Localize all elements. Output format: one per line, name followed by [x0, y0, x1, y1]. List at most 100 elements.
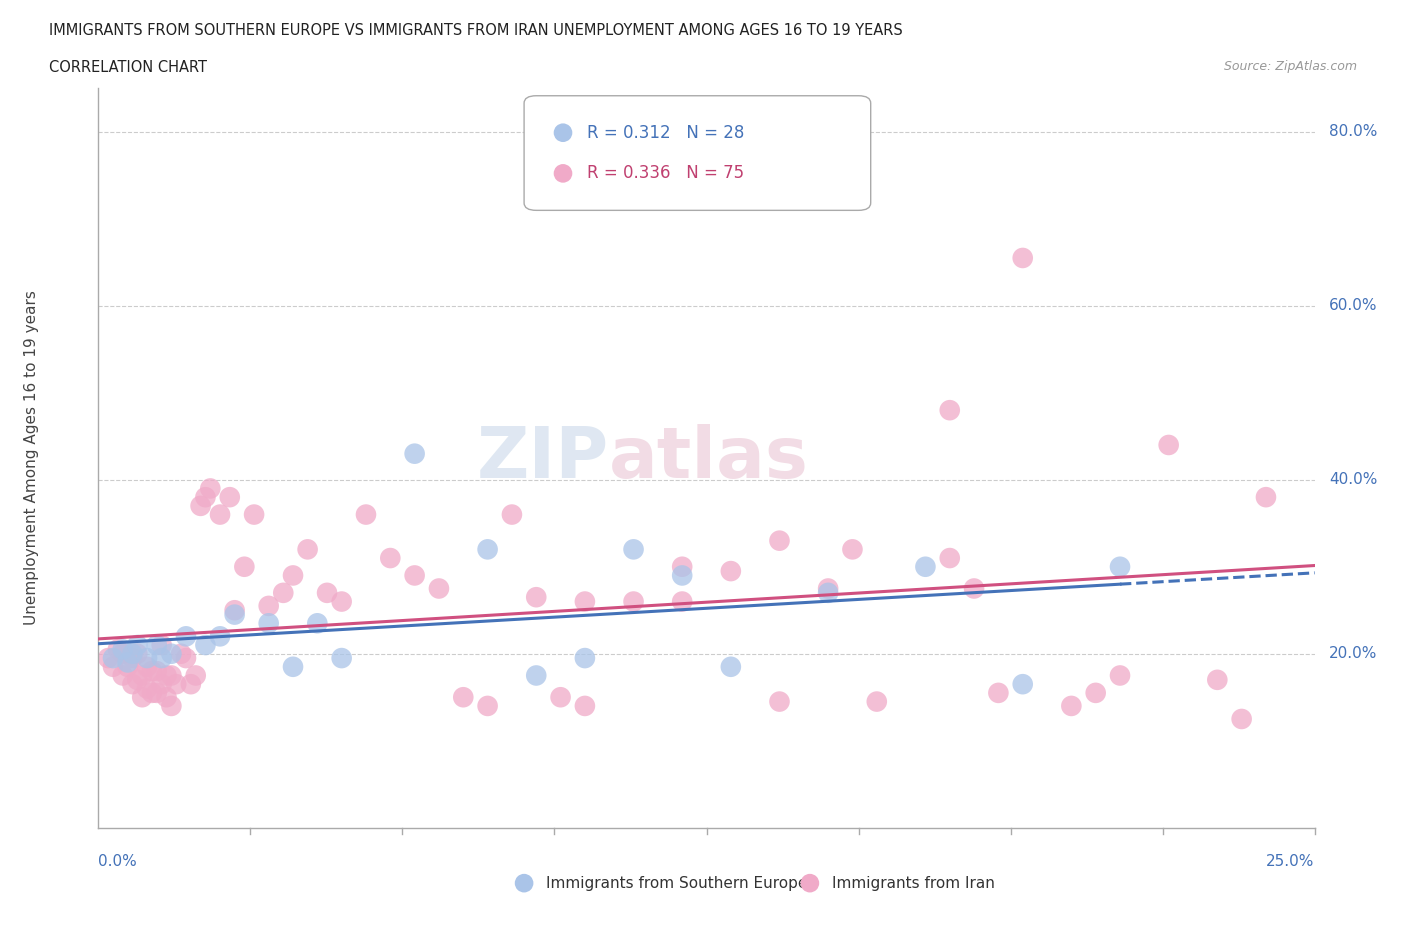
- Point: [165, 677, 187, 692]
- Point: [111, 646, 134, 661]
- Point: [111, 668, 134, 683]
- Point: [243, 507, 266, 522]
- Point: [477, 698, 499, 713]
- Text: Immigrants from Iran: Immigrants from Iran: [832, 876, 994, 891]
- Point: [174, 629, 197, 644]
- Point: [914, 559, 936, 574]
- Point: [150, 638, 173, 653]
- Point: [404, 446, 426, 461]
- Point: [281, 659, 304, 674]
- Text: 40.0%: 40.0%: [1329, 472, 1378, 487]
- Point: [271, 585, 294, 600]
- Point: [150, 651, 173, 666]
- Point: [127, 638, 149, 653]
- Point: [1254, 490, 1277, 505]
- Point: [574, 594, 596, 609]
- Point: [1230, 711, 1253, 726]
- Point: [209, 629, 232, 644]
- Point: [146, 664, 169, 679]
- Point: [218, 490, 240, 505]
- Point: [160, 698, 183, 713]
- Point: [257, 616, 280, 631]
- Point: [1109, 559, 1132, 574]
- Point: [174, 651, 197, 666]
- Point: [131, 690, 153, 705]
- Point: [671, 559, 693, 574]
- Point: [963, 581, 986, 596]
- Point: [574, 698, 596, 713]
- Point: [623, 594, 645, 609]
- Point: [1060, 698, 1083, 713]
- Point: [136, 681, 159, 696]
- Point: [121, 651, 143, 666]
- Point: [1157, 437, 1180, 452]
- Point: [841, 542, 863, 557]
- Point: [127, 672, 149, 687]
- Point: [146, 638, 169, 653]
- Point: [281, 568, 304, 583]
- Point: [101, 651, 124, 666]
- Point: [768, 533, 790, 548]
- Point: [574, 651, 596, 666]
- Point: [524, 590, 547, 604]
- Point: [720, 564, 742, 578]
- Point: [190, 498, 212, 513]
- Text: 60.0%: 60.0%: [1329, 299, 1378, 313]
- Point: [136, 651, 159, 666]
- Point: [184, 668, 207, 683]
- Text: 80.0%: 80.0%: [1329, 125, 1378, 140]
- Point: [117, 655, 139, 670]
- Point: [121, 646, 143, 661]
- Point: [307, 616, 329, 631]
- Point: [939, 403, 962, 418]
- Text: ZIP: ZIP: [477, 423, 609, 493]
- Point: [180, 677, 202, 692]
- Point: [194, 638, 217, 653]
- Point: [380, 551, 402, 565]
- Point: [136, 659, 159, 674]
- Point: [720, 659, 742, 674]
- Point: [160, 668, 183, 683]
- Point: [194, 490, 217, 505]
- Point: [224, 607, 246, 622]
- Point: [623, 542, 645, 557]
- Point: [316, 585, 339, 600]
- Point: [224, 603, 246, 618]
- Point: [1084, 685, 1107, 700]
- Point: [330, 594, 353, 609]
- Point: [141, 664, 163, 679]
- Point: [501, 507, 523, 522]
- Point: [155, 668, 177, 683]
- Point: [1011, 250, 1033, 265]
- Text: R = 0.312   N = 28: R = 0.312 N = 28: [588, 124, 745, 141]
- Point: [354, 507, 377, 522]
- Point: [160, 646, 183, 661]
- Point: [111, 642, 134, 657]
- Point: [1011, 677, 1033, 692]
- Point: [671, 594, 693, 609]
- Text: CORRELATION CHART: CORRELATION CHART: [49, 60, 207, 75]
- Point: [987, 685, 1010, 700]
- FancyBboxPatch shape: [524, 96, 870, 210]
- Point: [97, 651, 120, 666]
- Point: [817, 585, 839, 600]
- Point: [453, 690, 475, 705]
- Point: [1206, 672, 1229, 687]
- Point: [101, 659, 124, 674]
- Point: [866, 694, 889, 709]
- Point: [257, 599, 280, 614]
- Point: [939, 551, 962, 565]
- Point: [477, 542, 499, 557]
- Text: Unemployment Among Ages 16 to 19 years: Unemployment Among Ages 16 to 19 years: [24, 290, 39, 626]
- Point: [107, 642, 129, 657]
- Point: [131, 668, 153, 683]
- Point: [330, 651, 353, 666]
- Point: [671, 568, 693, 583]
- Point: [1109, 668, 1132, 683]
- Text: Source: ZipAtlas.com: Source: ZipAtlas.com: [1223, 60, 1357, 73]
- Point: [155, 690, 177, 705]
- Point: [768, 694, 790, 709]
- Point: [150, 677, 173, 692]
- Point: [233, 559, 256, 574]
- Text: Immigrants from Southern Europe: Immigrants from Southern Europe: [546, 876, 807, 891]
